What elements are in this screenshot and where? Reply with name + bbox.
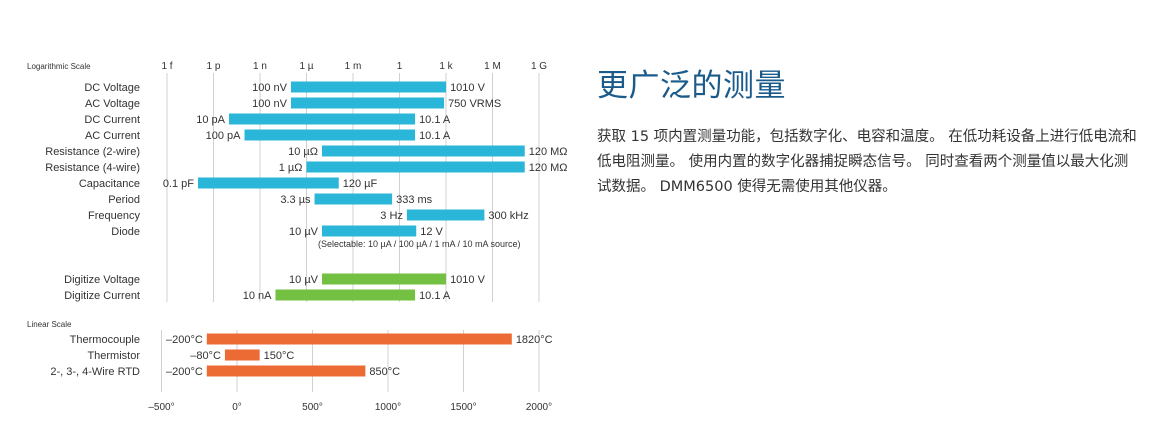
range-bar: [322, 145, 525, 157]
bar-max-label: 1010 V: [450, 274, 486, 286]
bar-max-label: 120 µF: [343, 178, 378, 190]
bar-min-label: 100 nV: [252, 98, 288, 110]
linear-tick-label: 500°: [302, 402, 323, 413]
range-bar: [306, 161, 525, 173]
range-bar: [275, 289, 416, 301]
linear-tick-label: 2000°: [526, 402, 552, 413]
bar-max-label: 1010 V: [450, 82, 486, 94]
range-bar: [322, 225, 417, 237]
bar-min-label: 10 nA: [243, 290, 272, 302]
range-bar: [406, 209, 485, 221]
diode-annotation: (Selectable: 10 µA / 100 µA / 1 mA / 10 …: [318, 239, 520, 249]
range-bar: [291, 81, 447, 93]
bar-max-label: 120 MΩ: [529, 162, 568, 174]
bar-min-label: –80°C: [190, 350, 221, 362]
row-label: AC Voltage: [85, 98, 140, 110]
log-tick-label: 1 k: [439, 61, 453, 72]
linear-scale-label: Linear Scale: [27, 320, 72, 329]
range-bar: [244, 129, 416, 141]
row-label: DC Current: [84, 114, 140, 126]
row-label: Diode: [111, 226, 140, 238]
bar-min-label: –200°C: [166, 334, 203, 346]
bar-max-label: 850°C: [369, 366, 400, 378]
row-label: Thermocouple: [70, 334, 140, 346]
row-label: 2-, 3-, 4-Wire RTD: [50, 366, 140, 378]
row-label: Resistance (2-wire): [45, 146, 140, 158]
row-label: Digitize Current: [64, 290, 140, 302]
range-bar: [291, 97, 445, 109]
bar-min-label: 3.3 µs: [280, 194, 311, 206]
bar-max-label: 150°C: [264, 350, 295, 362]
info-panel: 更广泛的测量 获取 15 项内置测量功能，包括数字化、电容和温度。 在低功耗设备…: [597, 60, 1142, 200]
row-label: Period: [108, 194, 140, 206]
row-label: Frequency: [88, 210, 140, 222]
bar-max-label: 120 MΩ: [529, 146, 568, 158]
row-label: Resistance (4-wire): [45, 162, 140, 174]
log-tick-label: 1 µ: [299, 61, 313, 72]
linear-tick-label: 1500°: [450, 402, 476, 413]
log-scale-label: Logarithmic Scale: [27, 62, 91, 71]
bar-min-label: 100 nV: [252, 82, 288, 94]
range-bar: [322, 273, 447, 285]
bar-max-label: 750 VRMS: [448, 98, 501, 110]
log-tick-label: 1 G: [531, 61, 547, 72]
bar-max-label: 300 kHz: [488, 210, 528, 222]
row-label: Capacitance: [79, 178, 140, 190]
bar-max-label: 10.1 A: [419, 114, 451, 126]
section-heading: 更广泛的测量: [597, 68, 786, 104]
bar-min-label: 10 µV: [289, 274, 319, 286]
linear-tick-label: 1000°: [375, 402, 401, 413]
bar-max-label: 12 V: [420, 226, 443, 238]
log-tick-label: 1 n: [253, 61, 267, 72]
bar-min-label: 0.1 pF: [163, 178, 194, 190]
bar-max-label: 1820°C: [516, 334, 553, 346]
bar-min-label: 3 Hz: [380, 210, 403, 222]
log-tick-label: 1 M: [484, 61, 501, 72]
chart-labels: Logarithmic Scale 1 f 1 p 1 n 1 µ 1 m 1 1 k 1 M 1…: [27, 61, 568, 413]
range-bars: [198, 81, 525, 377]
log-tick-label: 1 f: [161, 61, 172, 72]
row-label: DC Voltage: [84, 82, 140, 94]
log-tick-label: 1 p: [207, 61, 221, 72]
linear-tick-label: 0°: [232, 402, 242, 413]
range-bar: [224, 349, 260, 361]
bar-min-label: 1 µΩ: [279, 162, 303, 174]
bar-min-label: 10 µV: [289, 226, 319, 238]
bar-max-label: 10.1 A: [419, 290, 451, 302]
bar-min-label: 10 µΩ: [288, 146, 318, 158]
bar-min-label: 10 pA: [196, 114, 225, 126]
section-description: 获取 15 项内置测量功能，包括数字化、电容和温度。 在低功耗设备上进行低电流和…: [597, 129, 1137, 195]
range-bar: [198, 177, 339, 189]
bar-min-label: –200°C: [166, 366, 203, 378]
bar-max-label: 333 ms: [396, 194, 433, 206]
bar-max-label: 10.1 A: [419, 130, 451, 142]
range-bar: [314, 193, 393, 205]
range-bar: [206, 333, 512, 345]
log-tick-label: 1 m: [345, 61, 362, 72]
row-label: Digitize Voltage: [64, 274, 140, 286]
row-label: AC Current: [85, 130, 140, 142]
range-bar: [206, 365, 366, 377]
range-bar: [229, 113, 416, 125]
log-tick-label: 1: [397, 61, 403, 72]
row-label: Thermistor: [87, 350, 140, 362]
bar-min-label: 100 pA: [206, 130, 242, 142]
measurement-range-chart: Logarithmic Scale 1 f 1 p 1 n 1 µ 1 m 1 1 k 1 M 1…: [27, 61, 568, 413]
linear-tick-label: –500°: [148, 402, 174, 413]
